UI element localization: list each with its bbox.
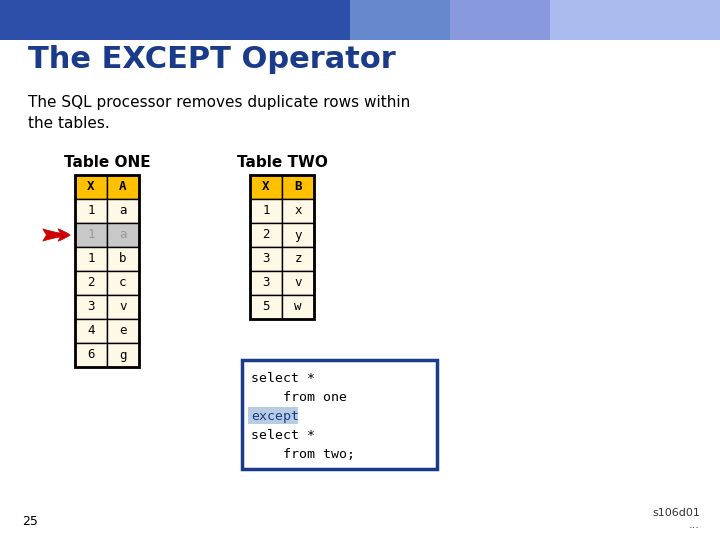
Text: 2: 2 — [262, 228, 270, 241]
Text: v: v — [294, 276, 302, 289]
Bar — [242, 360, 437, 469]
Text: a: a — [120, 205, 127, 218]
Bar — [75, 175, 139, 367]
Text: Table ONE: Table ONE — [63, 155, 150, 170]
Bar — [282, 247, 314, 271]
Text: 3: 3 — [87, 300, 95, 314]
Bar — [282, 175, 314, 199]
Bar — [250, 199, 282, 223]
Bar — [250, 295, 282, 319]
Bar — [250, 271, 282, 295]
Text: except: except — [251, 410, 299, 423]
Bar — [250, 247, 282, 271]
Bar — [282, 295, 314, 319]
Text: b: b — [120, 253, 127, 266]
Bar — [75, 319, 107, 343]
Bar — [107, 295, 139, 319]
Bar — [107, 247, 139, 271]
Text: w: w — [294, 300, 302, 314]
Text: a: a — [120, 228, 127, 241]
Text: The SQL processor removes duplicate rows within
the tables.: The SQL processor removes duplicate rows… — [28, 95, 410, 131]
Bar — [107, 271, 139, 295]
Bar — [75, 199, 107, 223]
Bar — [350, 0, 720, 40]
Text: x: x — [294, 205, 302, 218]
Text: X: X — [87, 180, 95, 193]
Bar — [450, 0, 720, 40]
Bar — [250, 175, 314, 319]
Text: 5: 5 — [262, 300, 270, 314]
Text: 3: 3 — [262, 276, 270, 289]
Text: v: v — [120, 300, 127, 314]
Bar — [75, 175, 107, 199]
Text: e: e — [120, 325, 127, 338]
Text: z: z — [294, 253, 302, 266]
Bar — [107, 223, 139, 247]
Bar — [248, 407, 298, 424]
Bar — [282, 271, 314, 295]
Bar — [282, 199, 314, 223]
Bar — [75, 223, 107, 247]
Text: 25: 25 — [22, 515, 38, 528]
Text: from one: from one — [251, 391, 347, 404]
Bar — [107, 199, 139, 223]
Bar — [75, 295, 107, 319]
Text: 3: 3 — [262, 253, 270, 266]
Text: g: g — [120, 348, 127, 361]
Text: 1: 1 — [87, 228, 95, 241]
Text: 4: 4 — [87, 325, 95, 338]
Bar — [107, 175, 139, 199]
Bar — [107, 319, 139, 343]
Text: B: B — [294, 180, 302, 193]
Text: s106d01: s106d01 — [652, 508, 700, 518]
Text: c: c — [120, 276, 127, 289]
Text: 2: 2 — [87, 276, 95, 289]
Text: from two;: from two; — [251, 448, 355, 461]
Bar — [250, 175, 282, 199]
Text: X: X — [262, 180, 270, 193]
Text: select *: select * — [251, 372, 315, 385]
Text: A: A — [120, 180, 127, 193]
Bar — [550, 0, 720, 40]
Text: Table TWO: Table TWO — [237, 155, 328, 170]
Text: y: y — [294, 228, 302, 241]
Bar — [75, 343, 107, 367]
Bar — [282, 223, 314, 247]
Text: 1: 1 — [87, 253, 95, 266]
Bar — [250, 223, 282, 247]
Bar — [75, 247, 107, 271]
Bar — [75, 271, 107, 295]
Text: 1: 1 — [87, 205, 95, 218]
Text: 6: 6 — [87, 348, 95, 361]
Text: ...: ... — [689, 520, 700, 530]
Text: select *: select * — [251, 429, 315, 442]
Text: The EXCEPT Operator: The EXCEPT Operator — [28, 45, 396, 75]
Bar — [0, 0, 720, 40]
Bar — [107, 343, 139, 367]
Text: 1: 1 — [262, 205, 270, 218]
